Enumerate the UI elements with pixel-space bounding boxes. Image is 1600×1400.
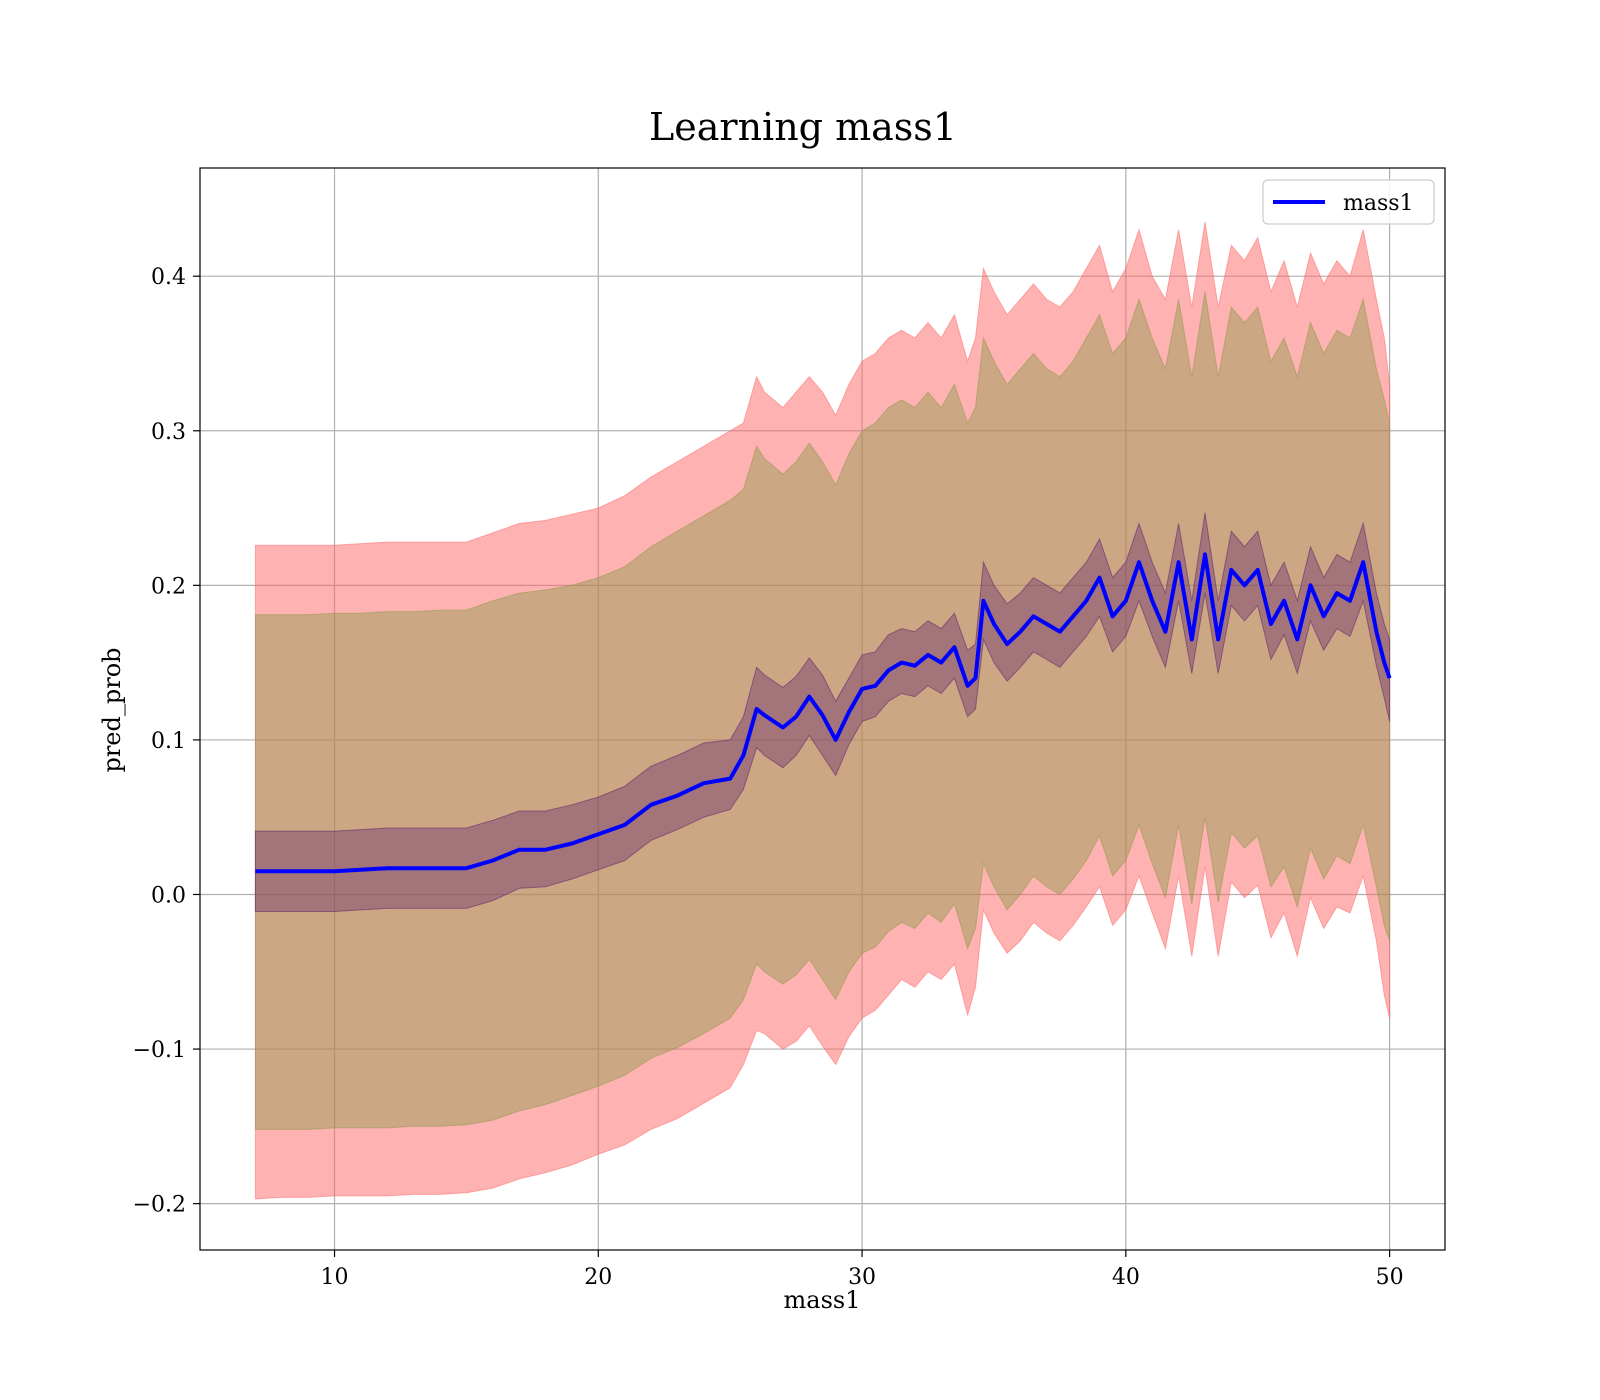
y-tick-label: 0.1 <box>151 729 186 754</box>
x-tick-label: 10 <box>321 1265 349 1290</box>
x-axis-ticks: 10 20 30 40 50 <box>321 1250 1404 1290</box>
y-tick-label: 0.3 <box>151 420 186 445</box>
chart-title: Learning mass1 <box>649 105 957 149</box>
y-axis-label: pred_prob <box>98 647 126 772</box>
y-axis-ticks: −0.2 −0.1 0.0 0.1 0.2 0.3 0.4 <box>133 265 200 1218</box>
legend-label-mass1: mass1 <box>1343 191 1414 216</box>
legend: mass1 <box>1262 179 1435 225</box>
x-tick-label: 20 <box>584 1265 612 1290</box>
plot-area <box>199 167 1446 1251</box>
y-tick-label: −0.1 <box>133 1038 186 1063</box>
x-tick-label: 40 <box>1112 1265 1140 1290</box>
legend-box <box>1262 179 1435 225</box>
y-tick-label: 0.0 <box>151 883 186 908</box>
series-line-mass1 <box>255 552 1392 874</box>
y-tick-label: 0.2 <box>151 574 186 599</box>
series-lines <box>255 552 1392 874</box>
band-middle <box>254 291 1391 1130</box>
x-tick-label: 30 <box>848 1265 876 1290</box>
band-outer <box>254 222 1391 1200</box>
x-axis-label: mass1 <box>784 1286 861 1314</box>
y-tick-label: −0.2 <box>133 1193 186 1218</box>
plot-frame <box>199 167 1446 1251</box>
x-tick-label: 50 <box>1376 1265 1404 1290</box>
y-tick-label: 0.4 <box>151 265 186 290</box>
